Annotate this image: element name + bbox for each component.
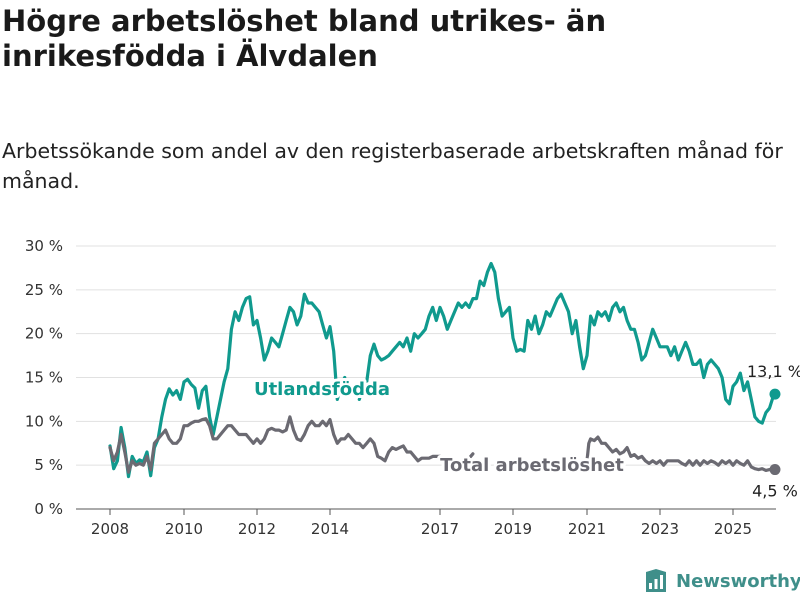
x-tick-label: 2019 xyxy=(494,520,532,538)
newsworthy-logo: Newsworthy xyxy=(644,568,800,594)
brand-name: Newsworthy xyxy=(676,570,800,592)
x-tick-label: 2008 xyxy=(91,520,129,538)
end-point-total-arbetsloshet xyxy=(769,464,781,476)
x-tick-label: 2023 xyxy=(641,520,679,538)
end-point-utlandsfodda xyxy=(769,388,781,400)
x-tick-label: 2014 xyxy=(311,520,349,538)
series-lines xyxy=(108,261,781,479)
series-annotations: 13,1 % 4,5 % Utlandsfödda Total arbetslöshe… xyxy=(251,362,800,501)
annotation-utlandsfodda: Utlandsfödda xyxy=(254,379,390,400)
y-tick-label: 5 % xyxy=(34,456,63,474)
x-tick-label: 2012 xyxy=(238,520,276,538)
series-line-total-arbetsloshet xyxy=(108,415,475,474)
series-line-utlandsfodda xyxy=(357,261,777,425)
annotation-total-arbetsloshet: Total arbetslöshet xyxy=(440,455,624,476)
y-tick-label: 30 % xyxy=(25,237,63,255)
x-tick-label: 2010 xyxy=(165,520,203,538)
y-tick-label: 25 % xyxy=(25,281,63,299)
y-tick-label: 20 % xyxy=(25,325,63,343)
newsworthy-logo-icon xyxy=(646,569,666,592)
page-title: Högre arbetslöshet bland utrikes- än inr… xyxy=(2,4,607,73)
x-tick-label: 2021 xyxy=(568,520,606,538)
y-tick-label: 0 % xyxy=(34,500,63,518)
series-line-total-arbetsloshet xyxy=(585,435,777,472)
x-tick-label: 2025 xyxy=(714,520,752,538)
y-tick-label: 10 % xyxy=(25,412,63,430)
x-tick-label: 2017 xyxy=(421,520,459,538)
x-axis: 2008 2010 2012 2014 2017 2019 2021 2023 2025 xyxy=(76,508,776,538)
y-axis-tick-labels: 0 % 5 % 10 % 15 % 20 % 25 % 30 % xyxy=(25,237,63,518)
y-tick-label: 15 % xyxy=(25,369,63,387)
end-value-label-total-arbetsloshet: 4,5 % xyxy=(752,482,798,501)
chart-subtitle: Arbetssökande som andel av den registerb… xyxy=(2,139,783,193)
end-value-label-utlandsfodda: 13,1 % xyxy=(747,362,800,381)
